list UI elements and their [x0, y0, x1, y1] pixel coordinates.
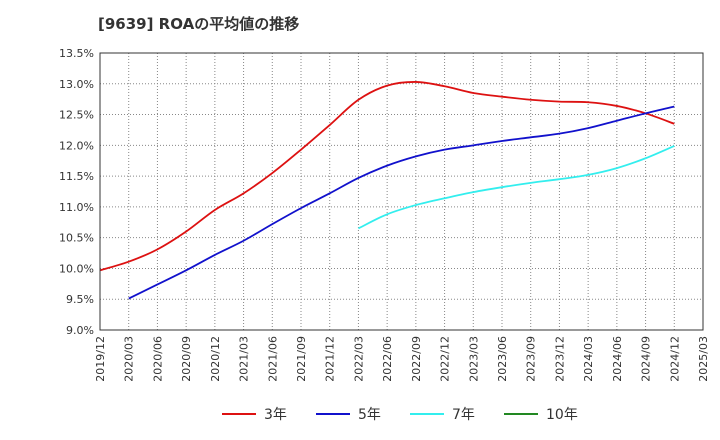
grid-layer — [99, 52, 704, 331]
x-tick-label: 2020/06 — [151, 336, 164, 382]
series-line-3 — [358, 145, 675, 230]
legend-label: 5年 — [358, 407, 381, 423]
legend: 3年 5年 7年 10年 — [222, 407, 578, 423]
x-tick-label: 2022/03 — [352, 336, 365, 382]
x-tick-label: 2022/06 — [381, 336, 394, 382]
x-tick-label: 2020/12 — [209, 336, 222, 382]
y-tick-label: 11.5% — [59, 170, 94, 183]
series-line-2 — [128, 105, 675, 300]
x-tick-label: 2022/09 — [410, 336, 423, 382]
x-tick-label: 2021/06 — [266, 336, 279, 382]
y-tick-label: 11.0% — [59, 201, 94, 214]
series-layer — [99, 81, 675, 300]
y-tick-label: 12.0% — [59, 139, 94, 152]
y-tick-label: 9.0% — [66, 324, 94, 337]
legend-label: 7年 — [452, 407, 475, 423]
axis-layer: 9.0% 9.5% 10.0% 10.5% 11.0% 11.5% 12.0% 12.5% 13… — [59, 47, 710, 382]
legend-label: 10年 — [546, 407, 578, 423]
x-tick-label: 2020/03 — [123, 336, 136, 382]
x-tick-label: 2024/12 — [668, 336, 681, 382]
x-tick-label: 2020/09 — [180, 336, 193, 382]
x-tick-label: 2024/06 — [611, 336, 624, 382]
x-tick-label: 2024/03 — [582, 336, 595, 382]
y-tick-label: 10.0% — [59, 262, 94, 275]
y-tick-label: 12.5% — [59, 109, 94, 122]
x-tick-label: 2019/12 — [94, 336, 107, 382]
x-tick-label: 2023/03 — [467, 336, 480, 382]
x-tick-label: 2021/03 — [238, 336, 251, 382]
x-tick-label: 2022/12 — [439, 336, 452, 382]
x-tick-label: 2023/12 — [553, 336, 566, 382]
plot-frame — [99, 52, 704, 331]
x-tick-label: 2025/03 — [697, 336, 710, 382]
y-tick-label: 13.5% — [59, 47, 94, 60]
legend-label: 3年 — [264, 407, 287, 423]
y-tick-label: 9.5% — [66, 293, 94, 306]
y-tick-label: 10.5% — [59, 232, 94, 245]
x-tick-label: 2021/09 — [295, 336, 308, 382]
series-line-1 — [99, 81, 675, 272]
chart-title: [9639] ROAの平均値の推移 — [98, 15, 300, 33]
x-tick-label: 2023/06 — [496, 336, 509, 382]
x-tick-label: 2021/12 — [324, 336, 337, 382]
y-tick-label: 13.0% — [59, 78, 94, 91]
x-tick-label: 2023/09 — [525, 336, 538, 382]
x-tick-label: 2024/09 — [640, 336, 653, 382]
